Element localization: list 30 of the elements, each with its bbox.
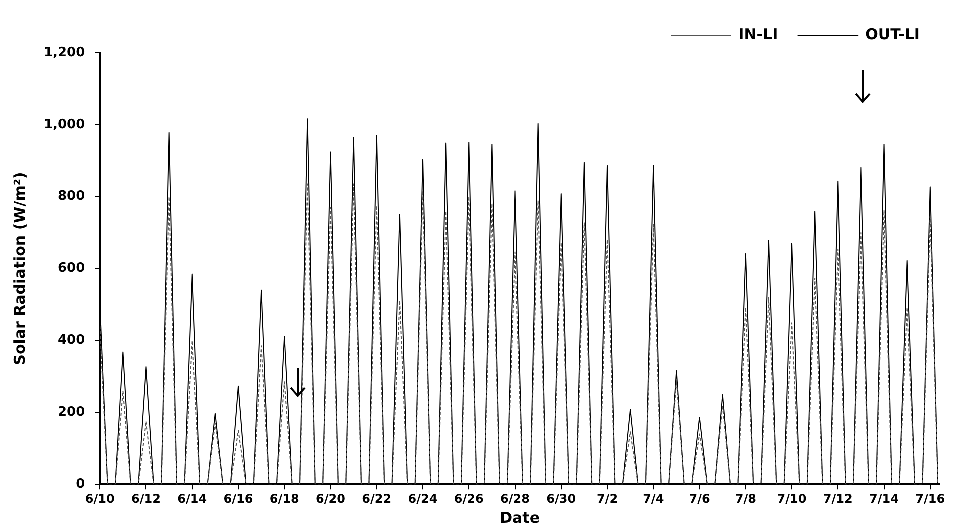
y-tick-label: 1,000 <box>44 117 86 132</box>
x-tick-label: 6/16 <box>224 492 254 506</box>
x-tick-label: 7/16 <box>916 492 946 506</box>
y-tick-label: 600 <box>58 261 86 276</box>
x-tick-label: 7/8 <box>735 492 756 506</box>
x-tick-label: 6/30 <box>546 492 576 506</box>
y-tick-label: 200 <box>58 405 86 420</box>
x-tick-label: 6/10 <box>85 492 115 506</box>
legend-label: IN-LI <box>738 25 778 44</box>
y-tick-label: 400 <box>58 333 86 348</box>
x-tick-label: 7/10 <box>777 492 807 506</box>
x-tick-label: 7/2 <box>596 492 618 506</box>
x-tick-label: 6/14 <box>178 492 208 506</box>
y-axis-title: Solar Radiation (W/m²) <box>10 172 29 366</box>
x-tick-label: 7/4 <box>643 492 664 506</box>
x-tick-label: 7/6 <box>689 492 710 506</box>
x-axis-title: Date <box>500 508 540 527</box>
x-tick-label: 6/22 <box>362 492 392 506</box>
x-tick-label: 6/18 <box>270 492 300 506</box>
x-tick-label: 6/24 <box>408 492 438 506</box>
x-tick-label: 6/26 <box>454 492 484 506</box>
x-tick-label: 7/12 <box>823 492 853 506</box>
x-tick-label: 7/14 <box>870 492 899 506</box>
y-tick-label: 800 <box>58 189 86 204</box>
x-tick-label: 6/28 <box>500 492 530 506</box>
y-tick-label: 0 <box>76 476 86 492</box>
y-tick-label: 1,200 <box>44 45 86 60</box>
x-tick-label: 6/12 <box>132 492 161 506</box>
legend-label: OUT-LI <box>866 25 920 44</box>
x-tick-label: 6/20 <box>316 492 346 506</box>
